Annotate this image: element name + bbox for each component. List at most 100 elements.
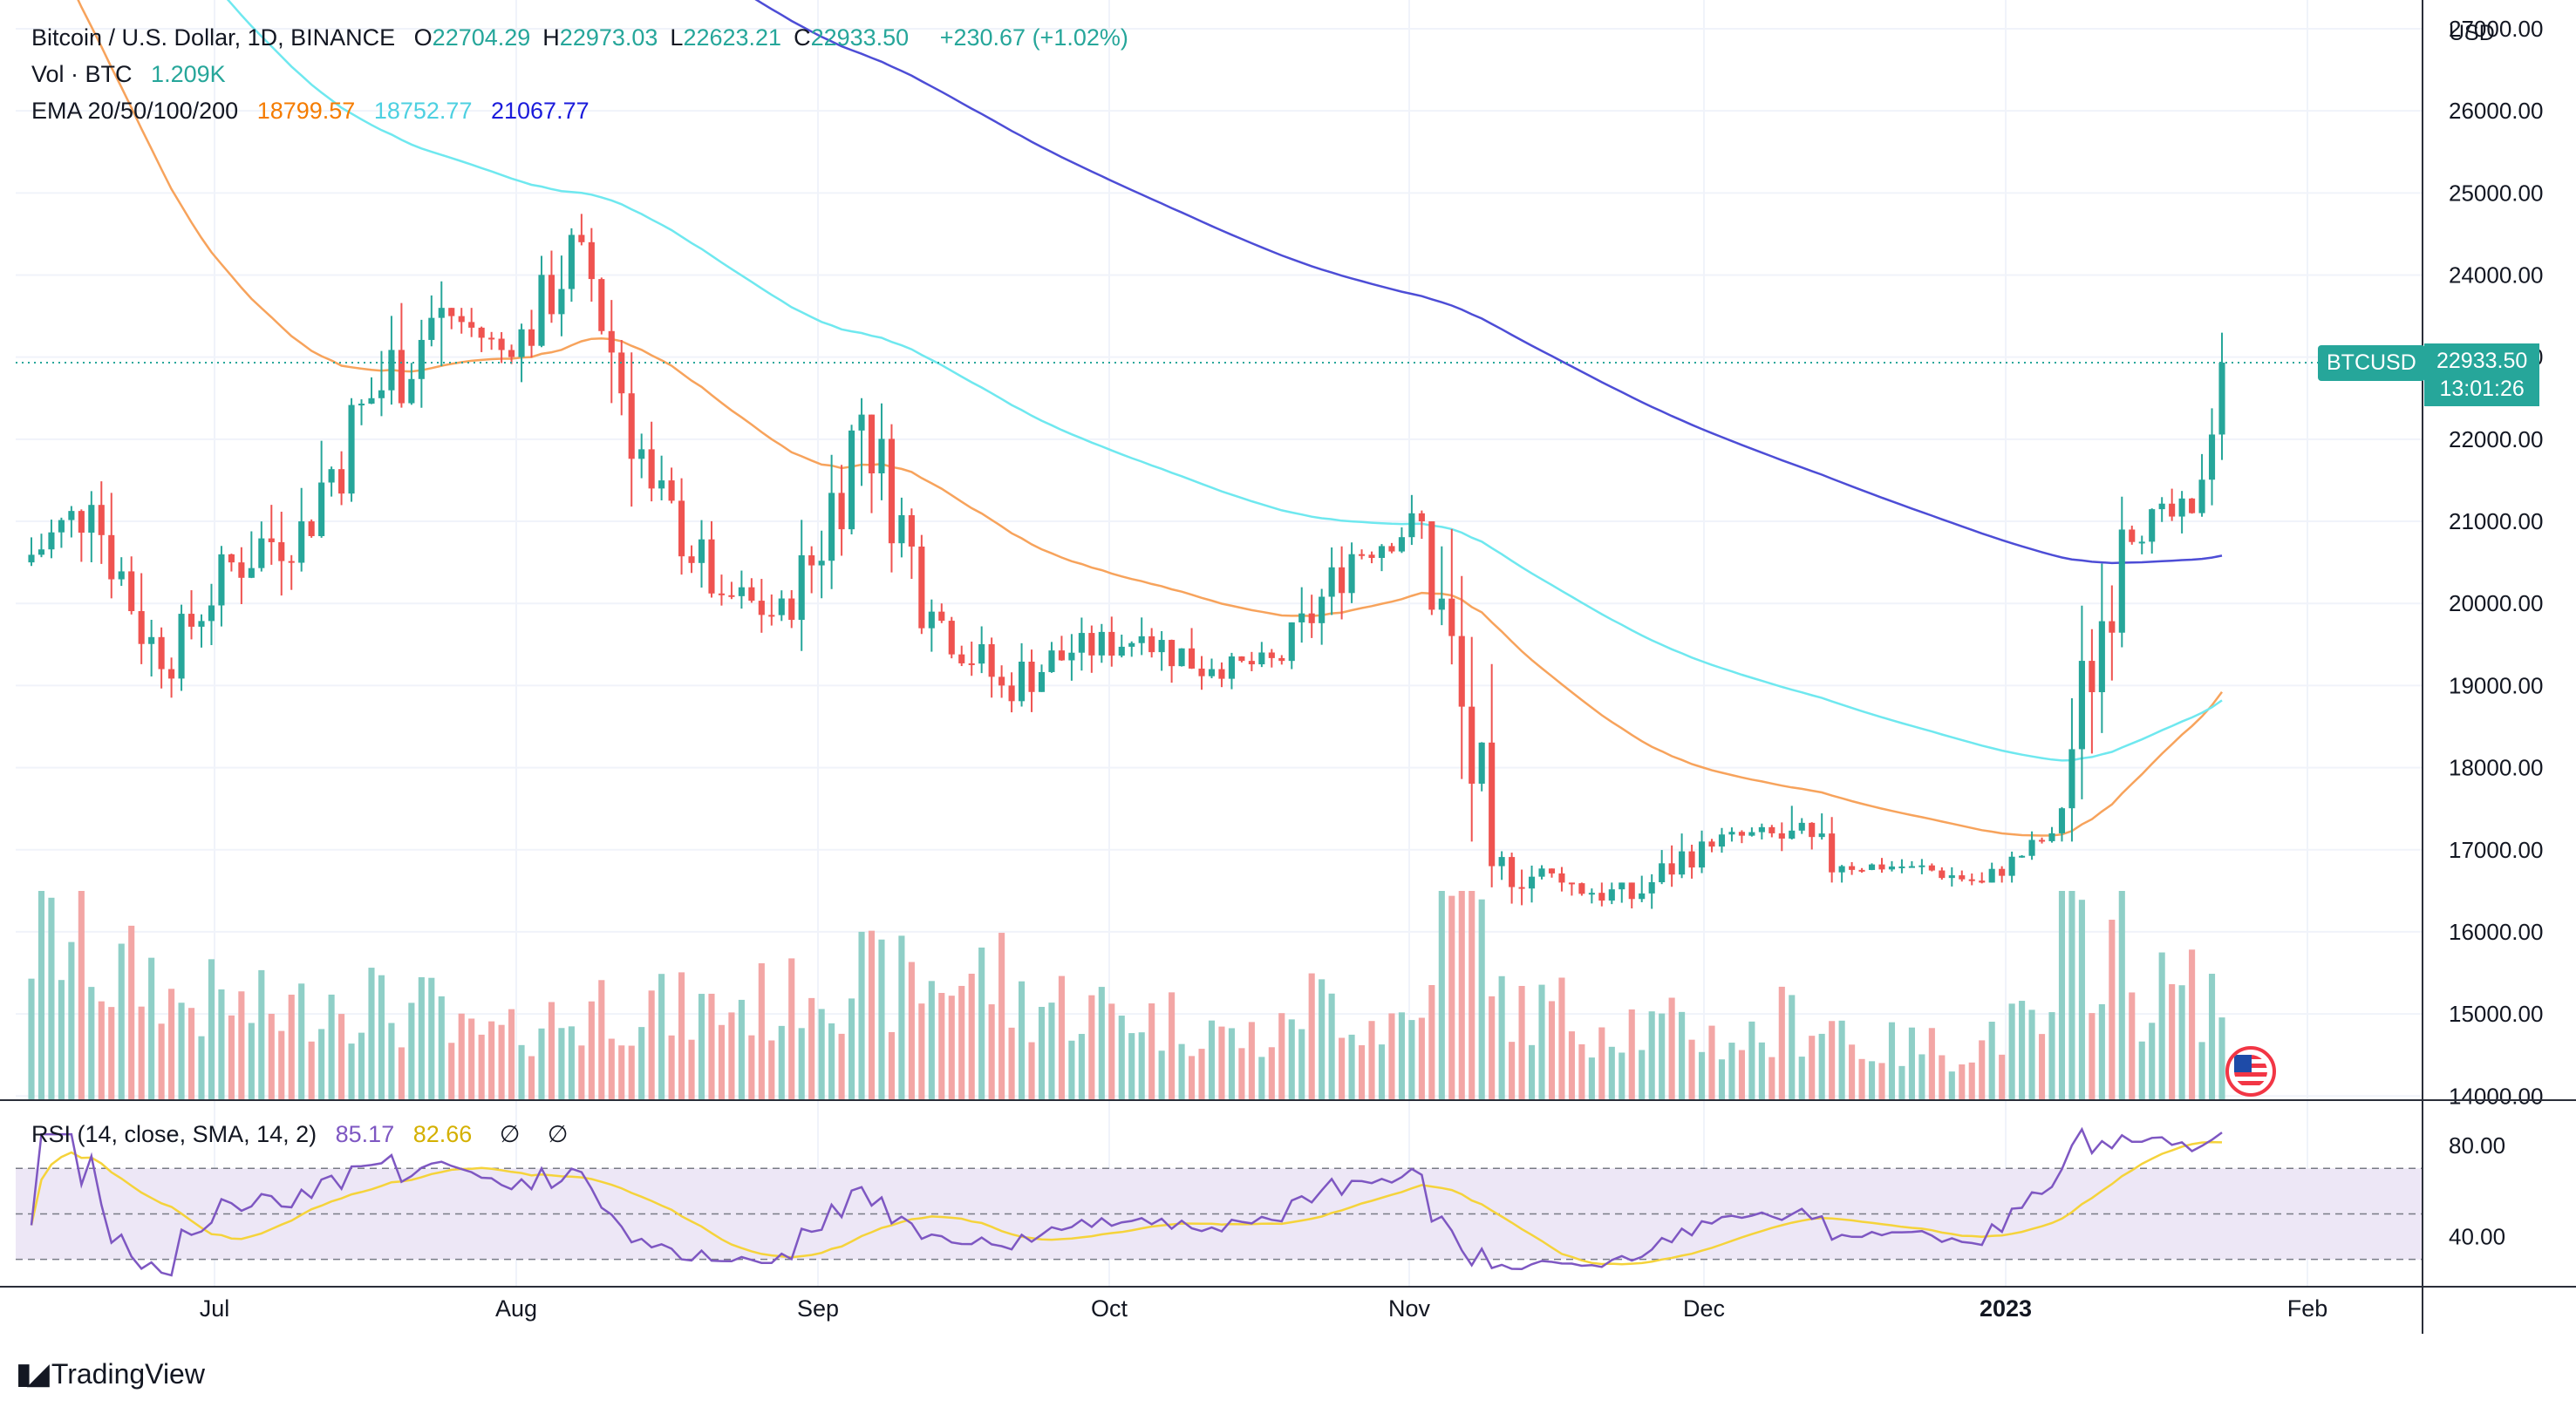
- candle-body: [128, 571, 135, 612]
- price-tick-label: 25000.00: [2449, 180, 2543, 206]
- volume-bar: [88, 987, 95, 1100]
- candle-body: [1718, 834, 1726, 847]
- volume-bar: [1538, 984, 1545, 1100]
- candle-body: [1838, 866, 1845, 873]
- candle-body: [2078, 661, 2085, 750]
- ohlc-key: O: [413, 24, 433, 51]
- volume-bar: [958, 985, 965, 1100]
- candle-body: [588, 241, 595, 280]
- hidden-eye-icon[interactable]: ∅: [499, 1121, 521, 1147]
- volume-label: Vol · BTC: [31, 61, 133, 87]
- candle-body: [1378, 546, 1386, 559]
- volume-bar: [1108, 1003, 1115, 1100]
- candle-body: [868, 414, 876, 474]
- volume-bar: [838, 1033, 845, 1100]
- candle-body: [1288, 622, 1295, 662]
- volume-bar: [1628, 1009, 1635, 1100]
- volume-bar: [1258, 1057, 1265, 1100]
- volume-bar: [2078, 900, 2085, 1100]
- volume-bar: [398, 1047, 405, 1100]
- volume-bar: [1928, 1028, 1935, 1100]
- volume-bar: [1509, 1042, 1516, 1100]
- candle-body: [2198, 479, 2205, 513]
- candle-body: [638, 449, 645, 459]
- candle-body: [2118, 529, 2125, 633]
- rsi-tick-label: 40.00: [2449, 1224, 2505, 1250]
- volume-bar: [2008, 1003, 2015, 1100]
- volume-bar: [1178, 1043, 1185, 1100]
- hidden-eye-icon[interactable]: ∅: [547, 1121, 569, 1147]
- candle-body: [688, 556, 695, 563]
- volume-bar: [1298, 1029, 1305, 1100]
- volume-bar: [968, 973, 975, 1100]
- volume-bar: [198, 1036, 205, 1100]
- ema-100-line: [226, 0, 2223, 762]
- volume-bar: [278, 1030, 285, 1100]
- volume-bar: [1448, 895, 1455, 1100]
- volume-bar: [1238, 1048, 1245, 1100]
- volume-bar: [2089, 1013, 2096, 1100]
- us-flag-icon[interactable]: [2225, 1046, 2276, 1097]
- candle-body: [918, 546, 925, 629]
- ema-legend[interactable]: EMA 20/50/100/200 18799.57 18752.77 2106…: [31, 98, 602, 125]
- tradingview-logo[interactable]: ▮◢ TradingView: [16, 1356, 205, 1391]
- candle-body: [2189, 498, 2196, 513]
- symbol-legend[interactable]: Bitcoin / U.S. Dollar, 1D, BINANCE O2270…: [31, 24, 1141, 51]
- candle-body: [2138, 541, 2145, 544]
- volume-bar: [138, 1006, 145, 1100]
- volume-bar: [458, 1013, 465, 1100]
- volume-bar: [368, 968, 375, 1100]
- volume-bar: [748, 1035, 755, 1100]
- candle-body: [187, 614, 195, 627]
- volume-bar: [1568, 1031, 1575, 1100]
- candle-body: [698, 539, 705, 563]
- volume-bar: [2149, 1023, 2156, 1100]
- candle-body: [398, 350, 405, 404]
- price-tick-label: 16000.00: [2449, 919, 2543, 945]
- volume-bar: [858, 931, 865, 1100]
- candle-body: [1928, 865, 1935, 871]
- candle-body: [1068, 652, 1075, 661]
- candle-body: [1498, 857, 1505, 867]
- candle-body: [1939, 870, 1946, 879]
- rsi-legend[interactable]: RSI (14, close, SMA, 14, 2) 85.17 82.66 …: [31, 1121, 580, 1148]
- price-tick-label: 19000.00: [2449, 672, 2543, 698]
- volume-bar: [1218, 1026, 1225, 1100]
- candle-body: [1688, 851, 1695, 868]
- volume-bar: [118, 943, 125, 1100]
- volume-bar: [348, 1043, 355, 1100]
- candle-body: [1528, 876, 1536, 889]
- volume-bar: [68, 941, 75, 1100]
- candle-body: [708, 539, 715, 594]
- candle-body: [2109, 621, 2116, 633]
- time-tick-label: Jul: [200, 1295, 230, 1322]
- candle-body: [1158, 640, 1165, 653]
- last-price: 22933.50: [2436, 348, 2528, 373]
- candle-body: [748, 587, 755, 602]
- candle-body: [1558, 873, 1565, 883]
- volume-bar: [1378, 1044, 1386, 1100]
- candle-body: [178, 614, 185, 679]
- volume-bar: [878, 939, 885, 1100]
- volume-bar: [258, 969, 265, 1100]
- volume-legend[interactable]: Vol · BTC 1.209K: [31, 61, 238, 88]
- volume-bar: [1498, 975, 1505, 1100]
- volume-bar: [1778, 986, 1785, 1100]
- candle-body: [1339, 567, 1346, 594]
- time-tick-label: Feb: [2287, 1295, 2328, 1322]
- volume-bar: [1418, 1017, 1425, 1100]
- candle-body: [1789, 830, 1796, 839]
- volume-bar: [1128, 1033, 1135, 1100]
- volume-bar: [628, 1045, 635, 1100]
- volume-bar: [1118, 1016, 1125, 1100]
- candle-body: [1388, 546, 1395, 552]
- volume-bar: [738, 999, 745, 1100]
- volume-bar: [2118, 891, 2125, 1100]
- candle-body: [2208, 434, 2216, 480]
- volume-bar: [1959, 1064, 1966, 1100]
- ohlc-value-c: 22933.50: [810, 24, 910, 51]
- volume-bar: [1809, 1036, 1816, 1100]
- candle-body: [88, 505, 95, 534]
- volume-bar: [1248, 1022, 1255, 1100]
